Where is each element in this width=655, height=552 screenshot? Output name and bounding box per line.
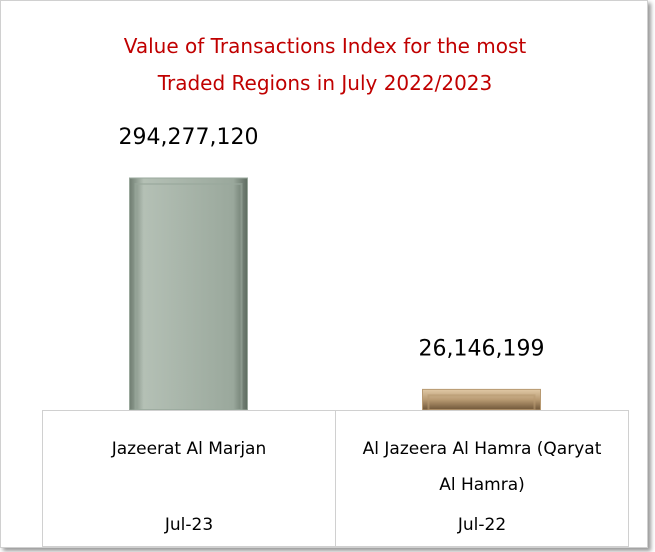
value-label: 294,277,120 xyxy=(119,125,259,150)
period-label: Jul-23 xyxy=(164,515,214,535)
period-label: Jul-22 xyxy=(457,515,507,535)
category-cell: Al Jazeera Al Hamra (Qaryat Al Hamra) Jul… xyxy=(335,410,629,547)
x-tick-label: Jazeerat Al Marjan xyxy=(111,439,267,459)
chart-title: Value of Transactions Index for the most… xyxy=(123,34,527,95)
bar xyxy=(422,388,541,411)
value-label: 26,146,199 xyxy=(419,336,545,361)
category-cell: Jazeerat Al Marjan Jul-23 xyxy=(42,410,336,547)
bar xyxy=(129,177,248,411)
x-tick-label: Al Jazeera Al Hamra (Qaryat Al Hamra) xyxy=(362,439,602,495)
